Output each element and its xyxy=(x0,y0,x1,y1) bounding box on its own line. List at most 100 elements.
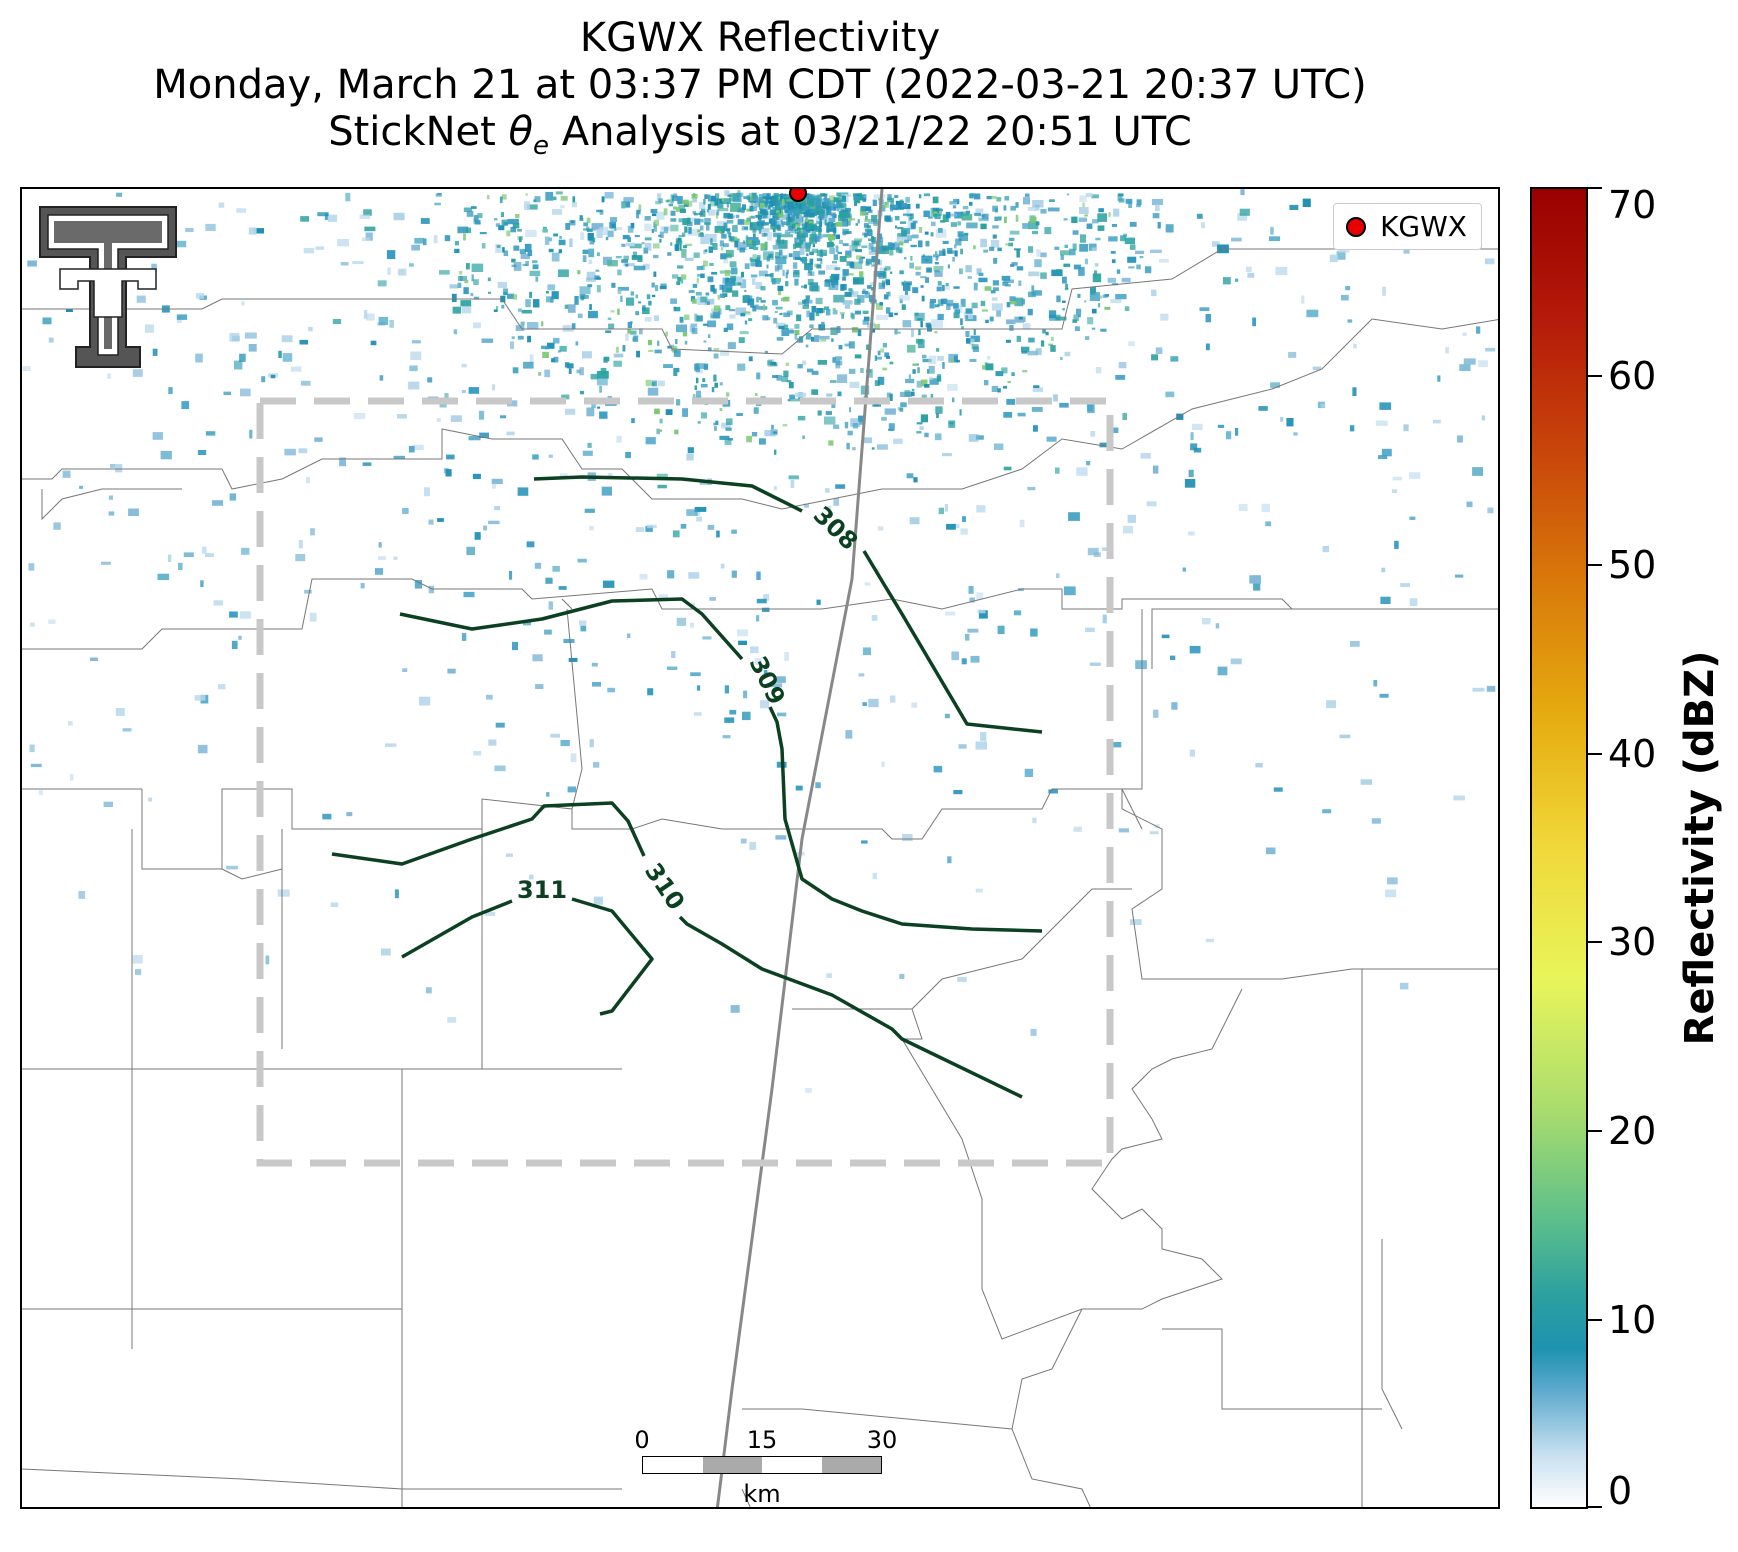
reflectivity-pixel xyxy=(1065,283,1068,290)
reflectivity-pixel xyxy=(580,295,584,301)
reflectivity-pixel xyxy=(857,219,860,224)
reflectivity-pixel xyxy=(967,628,979,633)
reflectivity-pixel xyxy=(762,304,765,311)
reflectivity-pixel xyxy=(910,255,913,261)
reflectivity-pixel xyxy=(795,203,802,209)
reflectivity-pixel xyxy=(651,380,658,387)
reflectivity-pixel xyxy=(576,369,581,374)
reflectivity-pixel xyxy=(742,204,746,210)
reflectivity-pixel xyxy=(953,286,960,289)
reflectivity-pixel xyxy=(1034,259,1042,268)
reflectivity-pixel xyxy=(486,694,493,700)
reflectivity-pixel xyxy=(654,408,660,415)
reflectivity-pixel xyxy=(385,743,397,747)
reflectivity-pixel xyxy=(298,448,308,454)
reflectivity-pixel xyxy=(29,744,35,753)
reflectivity-pixel xyxy=(835,484,846,489)
reflectivity-pixel xyxy=(933,211,938,214)
reflectivity-pixel xyxy=(582,255,587,262)
reflectivity-pixel xyxy=(756,598,767,604)
reflectivity-pixel xyxy=(839,256,847,262)
reflectivity-pixel xyxy=(641,242,645,245)
reflectivity-pixel xyxy=(1301,295,1305,304)
reflectivity-pixel xyxy=(507,400,518,407)
reflectivity-pixel xyxy=(596,229,603,239)
reflectivity-pixel xyxy=(763,222,769,226)
reflectivity-pixel xyxy=(884,202,889,208)
reflectivity-pixel xyxy=(708,248,713,252)
reflectivity-pixel xyxy=(707,194,711,202)
reflectivity-pixel xyxy=(912,363,918,366)
reflectivity-pixel xyxy=(720,198,725,202)
reflectivity-pixel xyxy=(725,228,730,232)
reflectivity-pixel xyxy=(1454,574,1464,578)
reflectivity-pixel xyxy=(493,309,498,312)
reflectivity-pixel xyxy=(944,713,950,719)
reflectivity-pixel xyxy=(621,201,626,209)
reflectivity-pixel xyxy=(804,195,809,198)
reflectivity-pixel xyxy=(794,334,798,340)
reflectivity-pixel xyxy=(905,281,912,286)
reflectivity-pixel xyxy=(684,314,690,320)
reflectivity-pixel xyxy=(744,295,749,302)
reflectivity-pixel xyxy=(711,387,715,393)
reflectivity-pixel xyxy=(569,220,576,226)
reflectivity-pixel xyxy=(912,287,919,294)
reflectivity-pixel xyxy=(1128,266,1135,269)
reflectivity-pixel xyxy=(783,312,791,317)
reflectivity-pixel xyxy=(1001,367,1008,374)
reflectivity-pixel xyxy=(674,244,679,251)
reflectivity-pixel xyxy=(997,247,1002,252)
reflectivity-pixel xyxy=(1082,202,1085,208)
reflectivity-pixel xyxy=(548,601,553,610)
reflectivity-pixel xyxy=(621,259,628,263)
reflectivity-pixel xyxy=(755,281,763,289)
reflectivity-pixel xyxy=(614,228,617,231)
reflectivity-pixel xyxy=(841,313,844,319)
reflectivity-pixel xyxy=(898,249,902,254)
reflectivity-pixel xyxy=(579,215,583,220)
reflectivity-pixel xyxy=(563,638,575,643)
reflectivity-pixel xyxy=(881,280,885,288)
reflectivity-pixel xyxy=(1153,709,1159,718)
reflectivity-pixel xyxy=(684,340,688,345)
reflectivity-pixel xyxy=(1117,196,1123,201)
reflectivity-pixel xyxy=(1128,341,1135,347)
reflectivity-pixel xyxy=(678,234,685,237)
reflectivity-pixel xyxy=(1087,547,1099,556)
reflectivity-pixel xyxy=(680,523,687,529)
reflectivity-pixel xyxy=(916,422,923,425)
reflectivity-pixel xyxy=(919,426,924,430)
reflectivity-pixel xyxy=(564,362,570,368)
reflectivity-pixel xyxy=(1015,202,1019,208)
map-panel[interactable]: 308 309 310 311 KGWX 0 15 30 km xyxy=(20,187,1500,1509)
reflectivity-pixel xyxy=(868,238,872,241)
reflectivity-pixel xyxy=(1302,198,1311,207)
reflectivity-pixel xyxy=(751,432,758,437)
reflectivity-pixel xyxy=(782,221,786,225)
reflectivity-pixel xyxy=(801,205,805,208)
reflectivity-pixel xyxy=(195,353,203,363)
reflectivity-pixel xyxy=(809,312,815,321)
reflectivity-pixel xyxy=(270,374,276,379)
reflectivity-pixel xyxy=(1073,314,1079,321)
reflectivity-pixel xyxy=(906,473,914,479)
reflectivity-pixel xyxy=(544,369,551,378)
reflectivity-pixel xyxy=(317,212,329,217)
reflectivity-pixel xyxy=(729,193,740,202)
radar-site-marker[interactable] xyxy=(789,189,807,202)
reflectivity-pixel xyxy=(682,408,688,417)
reflectivity-pixel xyxy=(607,317,612,320)
reflectivity-pixel xyxy=(483,525,488,531)
reflectivity-pixel xyxy=(665,409,673,415)
reflectivity-pixel xyxy=(565,223,571,230)
reflectivity-pixel xyxy=(1028,221,1039,230)
reflectivity-pixel xyxy=(526,541,535,548)
reflectivity-pixel xyxy=(786,206,792,213)
reflectivity-pixel xyxy=(876,303,883,310)
reflectivity-pixel xyxy=(746,435,752,443)
reflectivity-pixel xyxy=(861,245,868,249)
reflectivity-pixel xyxy=(990,290,996,294)
reflectivity-pixel xyxy=(809,258,814,265)
reflectivity-pixel xyxy=(868,250,879,255)
